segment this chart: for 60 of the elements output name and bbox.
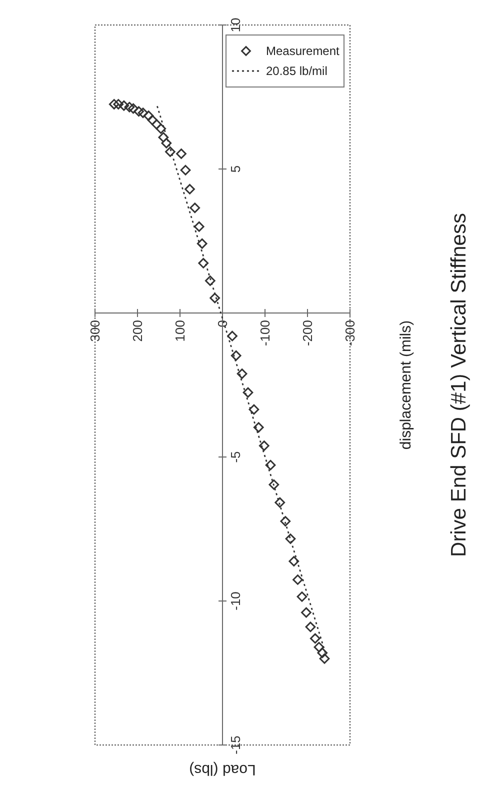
point (296, 592, 308, 602)
text: Drive End SFD (#1) Vertical Stiffness (447, 213, 470, 557)
point (113, 99, 124, 110)
point (285, 534, 296, 544)
point (134, 106, 144, 117)
point (268, 479, 280, 490)
point (138, 108, 148, 118)
y-tick-label: 10 (228, 18, 244, 32)
point (242, 387, 254, 398)
x-tick-label: -100 (258, 320, 273, 346)
x-tick-label: -200 (300, 320, 316, 346)
point (248, 404, 260, 415)
point (301, 607, 312, 618)
x-tick-label: 100 (172, 320, 188, 342)
legend-label: 20.85 lb/mil (266, 64, 328, 78)
point (184, 184, 195, 194)
point (194, 221, 204, 232)
point (108, 99, 120, 110)
point (253, 422, 264, 433)
point (176, 148, 186, 159)
x-axis-title: Load (lbs) (189, 760, 256, 778)
point (236, 368, 248, 379)
point (180, 164, 191, 176)
point (190, 202, 200, 214)
point (319, 653, 330, 664)
point (227, 330, 238, 342)
point (151, 119, 162, 130)
point (230, 350, 242, 361)
point (204, 276, 216, 286)
point (274, 497, 286, 508)
point (265, 460, 276, 470)
point (305, 622, 316, 632)
point (196, 238, 208, 249)
point (310, 633, 320, 644)
point (314, 642, 324, 652)
point (317, 648, 328, 658)
y-tick-label: -10 (228, 592, 244, 610)
point (143, 110, 154, 121)
point (292, 574, 303, 585)
x-tick-label: 300 (88, 320, 103, 342)
point (128, 103, 138, 114)
y-tick-label: -5 (228, 451, 244, 463)
point (161, 138, 172, 148)
x-tick-label: -300 (342, 320, 358, 346)
point (147, 114, 158, 126)
y-axis-title: displacement (mils) (397, 320, 414, 450)
point (158, 132, 169, 142)
point (210, 292, 220, 304)
x-tick-label: 200 (130, 320, 146, 342)
point (280, 516, 291, 526)
point (156, 124, 166, 134)
point (118, 100, 130, 111)
point (258, 440, 270, 451)
y-tick-label: -15 (228, 736, 244, 754)
point (198, 258, 209, 268)
y-tick-label: 5 (228, 165, 244, 173)
legend-label: Measurement (266, 44, 340, 58)
point (165, 146, 176, 157)
point (124, 102, 135, 112)
point (288, 556, 300, 566)
